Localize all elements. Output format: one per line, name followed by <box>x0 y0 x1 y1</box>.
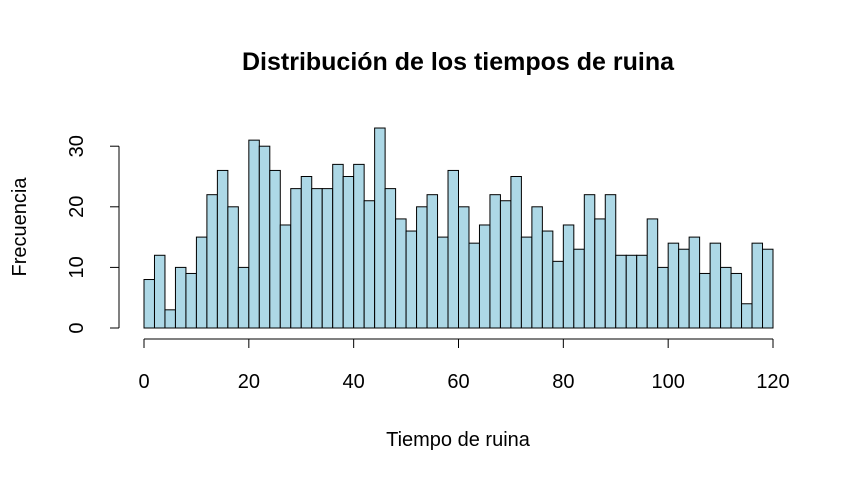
histogram-bar <box>447 169 459 329</box>
histogram-bar <box>300 176 313 329</box>
histogram-bar <box>604 194 617 329</box>
histogram-bar <box>730 272 743 329</box>
histogram-bar <box>290 188 302 329</box>
histogram-bar <box>573 248 585 329</box>
histogram-bar <box>164 309 176 329</box>
histogram-bar <box>688 236 701 329</box>
histogram-bar <box>667 242 680 329</box>
histogram-bar <box>478 224 491 329</box>
bars-group <box>143 127 774 329</box>
histogram-bar <box>552 260 564 329</box>
y-axis-label: Frecuencia <box>9 177 31 277</box>
histogram-bar <box>468 242 480 329</box>
histogram-bar <box>374 127 386 329</box>
histogram-bar <box>269 169 281 329</box>
histogram-bar <box>657 266 669 329</box>
histogram-bar <box>321 188 334 329</box>
y-axis: 0 10 20 30 <box>66 135 120 334</box>
histogram-bar <box>206 194 218 329</box>
histogram-bar <box>258 145 271 329</box>
histogram-bar <box>185 272 197 329</box>
histogram-bar <box>311 188 323 329</box>
histogram-bar <box>741 303 753 329</box>
histogram-bar <box>583 194 596 329</box>
x-tick-label: 0 <box>138 371 149 393</box>
y-tick-label: 10 <box>66 256 88 278</box>
x-tick-label: 20 <box>238 371 260 393</box>
histogram-bar <box>699 272 711 329</box>
histogram-bar <box>531 206 543 329</box>
histogram-bar <box>594 218 606 329</box>
histogram-bar <box>363 200 376 329</box>
histogram-bar <box>216 169 229 329</box>
histogram-bar <box>709 242 722 329</box>
y-tick-label: 30 <box>66 135 88 157</box>
histogram-bar <box>227 206 239 329</box>
histogram-bar <box>395 218 407 329</box>
histogram-bar <box>332 163 344 329</box>
histogram-bar <box>615 254 627 329</box>
histogram-bar <box>499 200 512 329</box>
x-tick-label: 120 <box>756 371 789 393</box>
histogram-bar <box>437 236 449 329</box>
x-tick-label: 80 <box>552 371 574 393</box>
histogram-bar <box>353 163 365 329</box>
histogram-bar <box>562 224 575 329</box>
histogram-bar <box>405 230 418 329</box>
histogram-bar <box>195 236 208 329</box>
x-tick-label: 40 <box>343 371 365 393</box>
x-tick-label: 60 <box>447 371 469 393</box>
histogram-bar <box>625 254 638 329</box>
histogram-bar <box>143 279 155 329</box>
histogram-bar <box>751 242 764 329</box>
y-tick-label: 20 <box>66 196 88 218</box>
histogram-bar <box>636 254 648 329</box>
histogram-bar <box>489 194 501 329</box>
histogram-bar <box>248 139 260 329</box>
histogram-bar <box>153 254 166 329</box>
histogram-bar <box>678 248 690 329</box>
x-axis: 0 20 40 60 80 100 120 <box>138 338 790 393</box>
histogram-bar <box>458 206 470 329</box>
histogram-bar <box>426 194 439 329</box>
histogram-bar <box>510 176 522 329</box>
histogram-bar <box>279 224 292 329</box>
histogram-bar <box>520 236 533 329</box>
histogram-bar <box>646 218 659 329</box>
x-tick-label: 100 <box>651 371 684 393</box>
histogram-bar <box>762 248 774 329</box>
histogram-bar <box>720 266 732 329</box>
chart-title: Distribución de los tiempos de ruina <box>242 48 675 76</box>
histogram-bar <box>237 266 250 329</box>
histogram-bar <box>342 176 355 329</box>
histogram-bar <box>174 266 187 329</box>
histogram-bar <box>541 230 554 329</box>
histogram-bar <box>416 206 428 329</box>
histogram-bar <box>384 188 397 329</box>
x-axis-label: Tiempo de ruina <box>386 429 531 451</box>
y-tick-label: 0 <box>66 322 88 333</box>
